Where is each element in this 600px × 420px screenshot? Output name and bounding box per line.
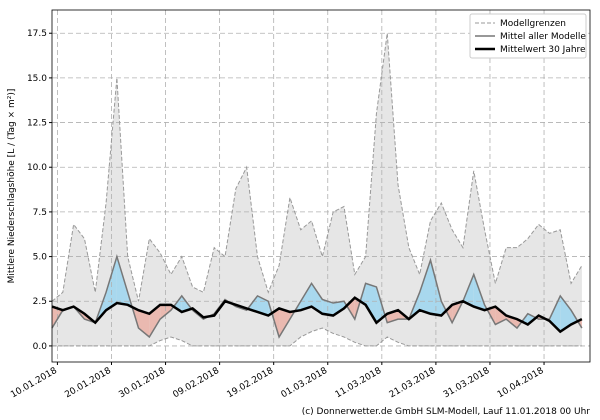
upper-bound-line bbox=[51, 33, 583, 302]
legend-box bbox=[469, 13, 587, 59]
y-tick-label: 10.0 bbox=[27, 163, 47, 173]
above-fill bbox=[560, 295, 572, 332]
y-tick-label: 5.0 bbox=[33, 253, 48, 263]
legend-label: Modellgrenzen bbox=[500, 19, 566, 29]
x-tick-label: 31.03.2018 bbox=[442, 366, 492, 401]
below-fill bbox=[279, 308, 290, 337]
above-fill bbox=[173, 295, 182, 312]
y-axis-label: Mittlere Niederschlagshöhe [L / (Tag × m… bbox=[7, 89, 17, 284]
footer: (c) Donnerwetter.de GmbH SLM-Modell, Lau… bbox=[302, 407, 591, 417]
x-tick-label: 09.02.2018 bbox=[171, 366, 221, 401]
above-fill bbox=[311, 283, 323, 314]
above-fill bbox=[365, 283, 377, 323]
x-tick-label: 11.03.2018 bbox=[334, 366, 384, 401]
y-tick-label: 17.5 bbox=[27, 29, 47, 39]
y-tick-label: 15.0 bbox=[27, 74, 47, 84]
above-fill bbox=[257, 295, 269, 316]
below-fill bbox=[160, 304, 171, 320]
model-mean-line bbox=[51, 253, 583, 339]
x-tick-label: 19.02.2018 bbox=[226, 366, 276, 401]
x-tick-label: 10.01.2018 bbox=[9, 366, 59, 401]
above-fill bbox=[116, 256, 128, 305]
above-fill bbox=[419, 260, 431, 314]
x-tick-label: 30.01.2018 bbox=[117, 366, 167, 401]
below-fill bbox=[346, 297, 355, 320]
plot-frame bbox=[51, 9, 591, 363]
legend-label: Mittel aller Modelle bbox=[500, 32, 586, 42]
above-fill bbox=[430, 260, 442, 316]
x-tick-label: 20.01.2018 bbox=[63, 366, 113, 401]
above-fill bbox=[333, 301, 344, 316]
y-tick-label: 7.5 bbox=[33, 208, 47, 218]
lower-bound-line bbox=[52, 327, 582, 347]
above-fill bbox=[300, 283, 312, 311]
climate-mean-line bbox=[51, 296, 583, 334]
y-tick-label: 12.5 bbox=[27, 119, 47, 129]
x-tick-label: 21.03.2018 bbox=[388, 366, 438, 401]
y-tick-label: 0.0 bbox=[33, 342, 48, 352]
bounds-area bbox=[52, 33, 582, 346]
below-fill bbox=[138, 310, 150, 337]
x-tick-label: 10.04.2018 bbox=[496, 366, 546, 401]
y-tick-label: 2.5 bbox=[33, 297, 47, 307]
legend-label: Mittelwert 30 Jahre bbox=[500, 45, 586, 55]
x-tick-label: 01.03.2018 bbox=[280, 366, 330, 401]
